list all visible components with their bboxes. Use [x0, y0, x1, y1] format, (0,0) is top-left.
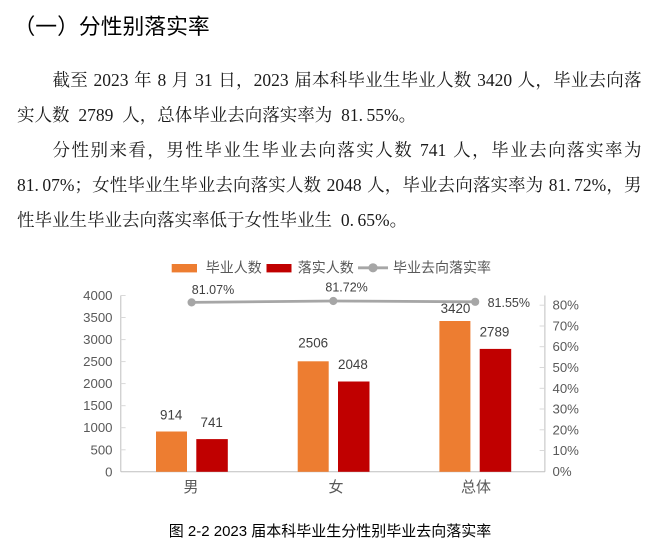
svg-text:3000: 3000	[83, 332, 112, 347]
svg-text:50%: 50%	[553, 360, 580, 375]
svg-text:1500: 1500	[83, 398, 112, 413]
svg-text:81.07%: 81.07%	[192, 283, 234, 297]
svg-text:男: 男	[183, 479, 198, 496]
svg-text:落实人数: 落实人数	[298, 259, 354, 275]
svg-text:500: 500	[90, 442, 112, 457]
svg-text:4000: 4000	[83, 288, 112, 303]
svg-text:20%: 20%	[553, 422, 580, 437]
svg-text:2789: 2789	[480, 324, 510, 339]
svg-text:81.72%: 81.72%	[325, 281, 367, 295]
svg-text:0%: 0%	[553, 464, 572, 479]
svg-text:2506: 2506	[298, 336, 328, 351]
svg-text:1000: 1000	[83, 420, 112, 435]
svg-text:2500: 2500	[83, 354, 112, 369]
svg-text:40%: 40%	[553, 381, 580, 396]
svg-text:总体: 总体	[461, 479, 491, 496]
svg-text:10%: 10%	[553, 443, 580, 458]
svg-text:81.55%: 81.55%	[488, 296, 530, 310]
svg-text:0: 0	[105, 464, 112, 479]
svg-text:70%: 70%	[553, 319, 580, 334]
svg-text:914: 914	[160, 407, 183, 422]
svg-text:2000: 2000	[83, 376, 112, 391]
svg-text:741: 741	[201, 415, 223, 430]
svg-text:3500: 3500	[83, 310, 112, 325]
svg-text:80%: 80%	[553, 298, 580, 313]
svg-text:女: 女	[328, 478, 343, 496]
svg-text:2048: 2048	[338, 357, 368, 372]
svg-text:毕业去向落实率: 毕业去向落实率	[393, 259, 491, 275]
svg-text:30%: 30%	[553, 402, 580, 417]
svg-text:毕业人数: 毕业人数	[206, 259, 262, 275]
svg-text:60%: 60%	[553, 339, 580, 354]
svg-text:3420: 3420	[441, 301, 471, 316]
